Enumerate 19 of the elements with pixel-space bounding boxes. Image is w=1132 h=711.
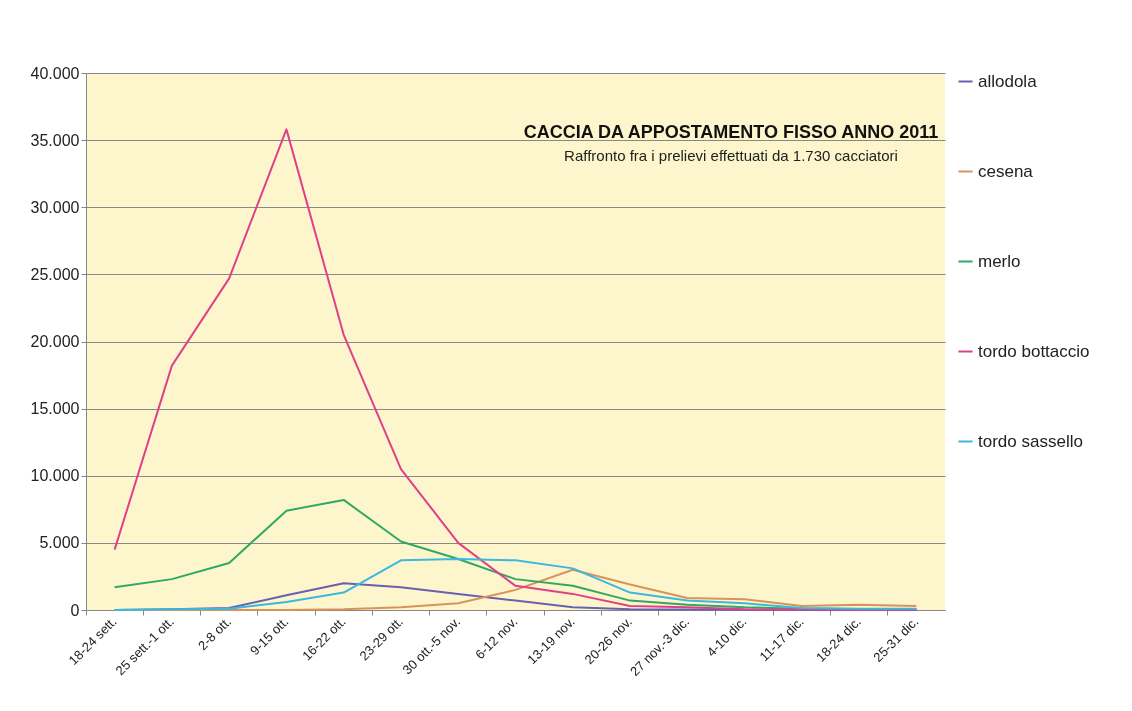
- legend-label: merlo: [978, 251, 1021, 271]
- y-tick-label: 5.000: [39, 534, 80, 552]
- legend-label: tordo sassello: [978, 431, 1083, 451]
- legend-label: cesena: [978, 161, 1034, 181]
- y-tick-label: 35.000: [30, 131, 80, 149]
- y-tick-label: 30.000: [30, 198, 80, 216]
- x-tick-label: 2-8 ott.: [194, 613, 235, 654]
- y-tick-label: 10.000: [30, 467, 80, 485]
- y-tick-label: 15.000: [30, 400, 80, 418]
- y-tick-label: 40.000: [30, 64, 80, 82]
- legend-label: tordo bottaccio: [978, 341, 1090, 361]
- legend-label: allodola: [978, 71, 1038, 91]
- line-series: [113, 557, 918, 611]
- y-tick-label: 20.000: [30, 333, 80, 350]
- text: Raffronto fra i prelievi effettuati da 1.730 cacciatori: [564, 147, 898, 164]
- text: CACCIA DA APPOSTAMENTO FISSO ANNO 2011: [523, 122, 939, 142]
- y-tick-label: 25.000: [30, 265, 80, 283]
- x-tick-label: 4-10 dic.: [703, 613, 750, 660]
- y-tick-label: 0: [70, 601, 80, 619]
